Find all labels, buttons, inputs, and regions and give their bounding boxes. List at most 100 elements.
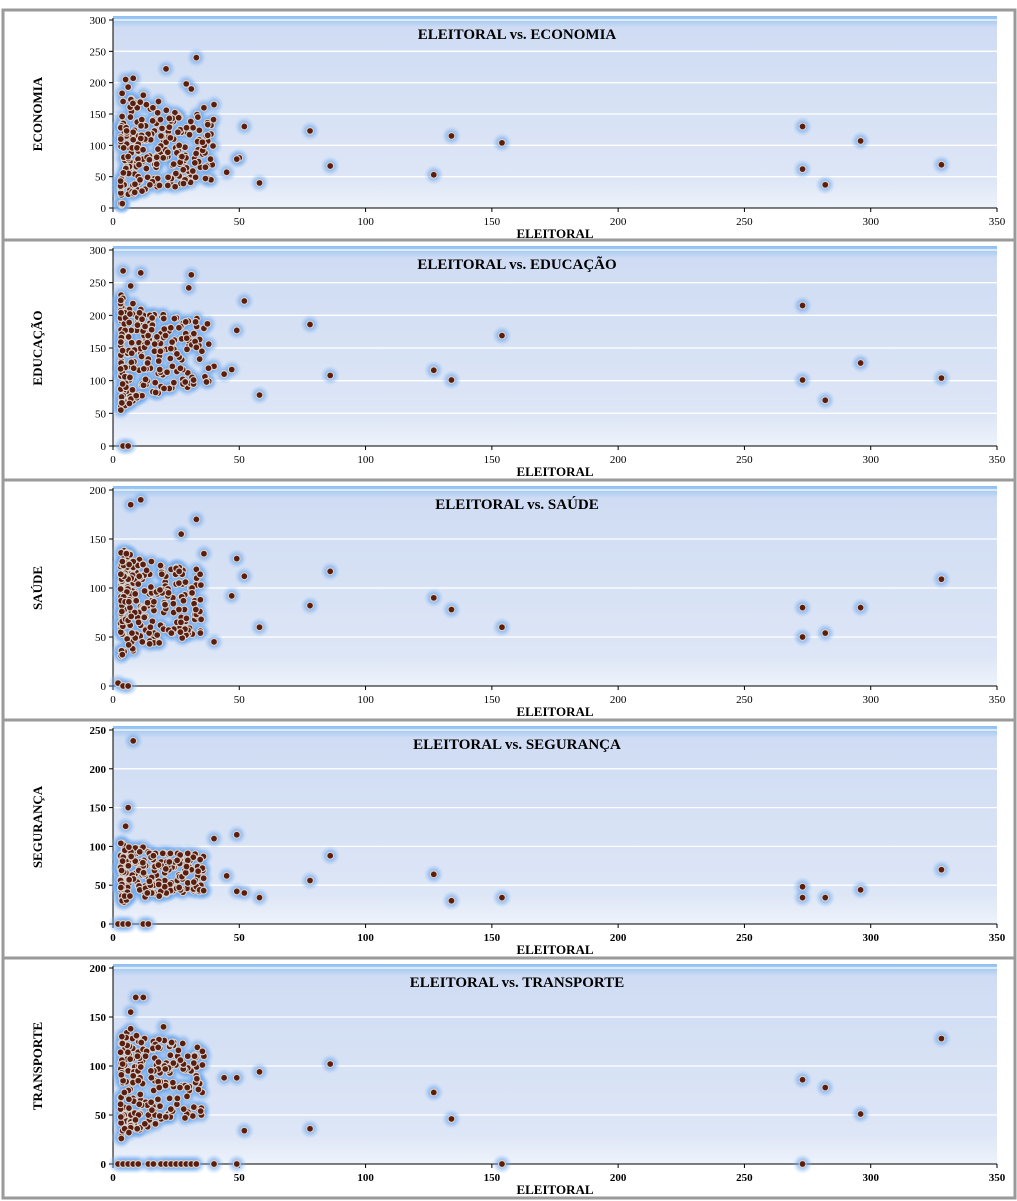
data-point [255, 178, 264, 187]
data-point [129, 74, 138, 83]
data-point [162, 64, 170, 73]
data-point [856, 1110, 865, 1118]
y-tick-label: 50 [95, 1110, 107, 1122]
x-axis-label: ELEITORAL [516, 464, 593, 479]
data-point [158, 849, 167, 858]
data-point [196, 629, 205, 638]
data-point [169, 1059, 178, 1068]
data-point [149, 597, 158, 606]
data-point [168, 362, 177, 371]
data-point [181, 378, 190, 386]
data-point [116, 1048, 125, 1057]
data-point [125, 373, 134, 382]
data-point [139, 91, 148, 100]
data-point [137, 1038, 146, 1047]
data-point [209, 142, 217, 150]
x-axis-label: ELEITORAL [516, 704, 593, 719]
data-point [124, 861, 133, 870]
y-tick-label: 0 [101, 203, 107, 215]
data-point [125, 892, 134, 901]
data-point [176, 618, 185, 627]
data-point [157, 570, 166, 579]
data-point [124, 682, 133, 690]
data-point [166, 344, 175, 353]
data-point [134, 618, 143, 627]
data-point [167, 629, 176, 638]
x-tick-label: 250 [736, 932, 753, 944]
data-point [326, 1060, 335, 1068]
data-point [192, 149, 201, 158]
y-tick-label: 50 [95, 172, 107, 184]
y-tick-label: 0 [101, 441, 107, 453]
data-point [117, 866, 126, 875]
data-point [189, 329, 198, 338]
data-point [161, 864, 170, 873]
data-point [174, 113, 183, 122]
data-point [163, 181, 172, 190]
data-point [145, 155, 154, 164]
data-point [128, 385, 137, 394]
data-point [798, 376, 807, 384]
data-point [139, 364, 148, 373]
data-point [189, 376, 198, 384]
data-point [116, 338, 125, 347]
data-point [147, 1106, 156, 1115]
data-point [161, 1113, 170, 1121]
data-point [143, 173, 152, 182]
data-point [149, 1160, 158, 1168]
data-point [197, 347, 206, 356]
data-point [156, 586, 164, 594]
data-points [114, 495, 946, 690]
data-point [198, 1047, 207, 1056]
data-point [429, 1088, 438, 1097]
data-point [139, 993, 148, 1002]
data-point [182, 862, 191, 871]
data-point [154, 1095, 162, 1104]
data-point [155, 892, 164, 901]
data-point [429, 870, 438, 879]
data-point [138, 637, 147, 646]
data-point [140, 613, 149, 622]
y-tick-label: 100 [90, 583, 107, 595]
data-point [119, 97, 128, 106]
data-point [255, 893, 264, 902]
data-point [154, 861, 163, 869]
data-point [132, 596, 141, 605]
data-point [150, 340, 159, 349]
x-tick-label: 250 [736, 694, 753, 706]
data-point [124, 1128, 133, 1137]
data-point [199, 874, 208, 883]
y-tick-label: 150 [90, 803, 107, 815]
data-point [183, 856, 192, 865]
data-point [126, 281, 135, 290]
data-point [116, 585, 125, 593]
data-point [429, 593, 438, 602]
data-point [429, 170, 438, 179]
data-point [116, 177, 125, 186]
data-point [120, 1088, 129, 1097]
data-point [937, 160, 946, 169]
data-point [162, 106, 171, 115]
data-point [117, 1070, 126, 1079]
data-point [118, 857, 127, 866]
data-point [196, 1107, 205, 1116]
data-point [306, 1124, 314, 1133]
data-point [142, 164, 151, 173]
data-point [447, 376, 456, 384]
data-point [152, 153, 161, 162]
data-point [135, 572, 144, 581]
data-point [182, 123, 191, 132]
data-point [133, 1124, 142, 1133]
data-point [856, 603, 865, 612]
x-tick-label: 150 [484, 694, 501, 706]
data-point [232, 155, 241, 164]
data-point [176, 1056, 185, 1065]
chart-panel-4: 0 50 100 150 200 0 50 100 150 200 250 300 350 ELEITOR… [1, 956, 1017, 1200]
data-point [148, 313, 157, 322]
data-point [183, 849, 192, 858]
data-point [155, 365, 164, 374]
data-point [118, 112, 127, 121]
y-tick-label: 200 [90, 764, 107, 776]
data-point [156, 115, 165, 124]
